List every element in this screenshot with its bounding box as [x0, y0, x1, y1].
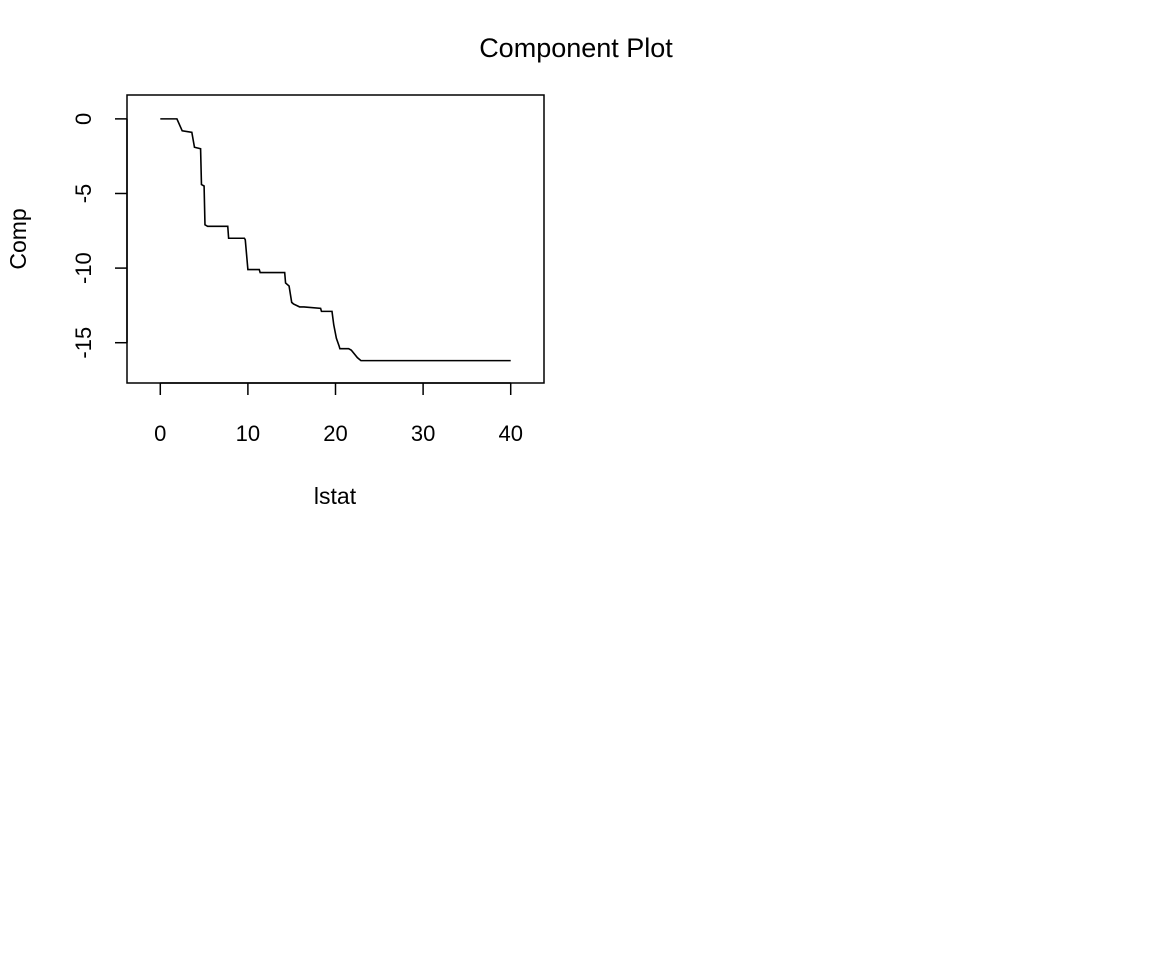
- y-tick-label: 0: [71, 113, 96, 125]
- y-axis-label: Comp: [5, 208, 31, 269]
- y-tick-label: -10: [71, 252, 96, 284]
- x-tick-label: 20: [323, 421, 347, 446]
- y-axis: 0 -5 -10 -15: [71, 113, 128, 359]
- x-tick-label: 30: [411, 421, 435, 446]
- x-tick-label: 10: [236, 421, 260, 446]
- chart-title: Component Plot: [479, 33, 673, 63]
- x-axis-label: lstat: [314, 483, 357, 509]
- series-line: [160, 118, 511, 362]
- x-axis: 0 10 20 30 40: [154, 382, 523, 446]
- plot-frame: [126, 94, 545, 384]
- x-tick-label: 0: [154, 421, 166, 446]
- x-tick-label: 40: [498, 421, 522, 446]
- y-tick-label: -15: [71, 327, 96, 359]
- y-tick-label: -5: [71, 184, 96, 204]
